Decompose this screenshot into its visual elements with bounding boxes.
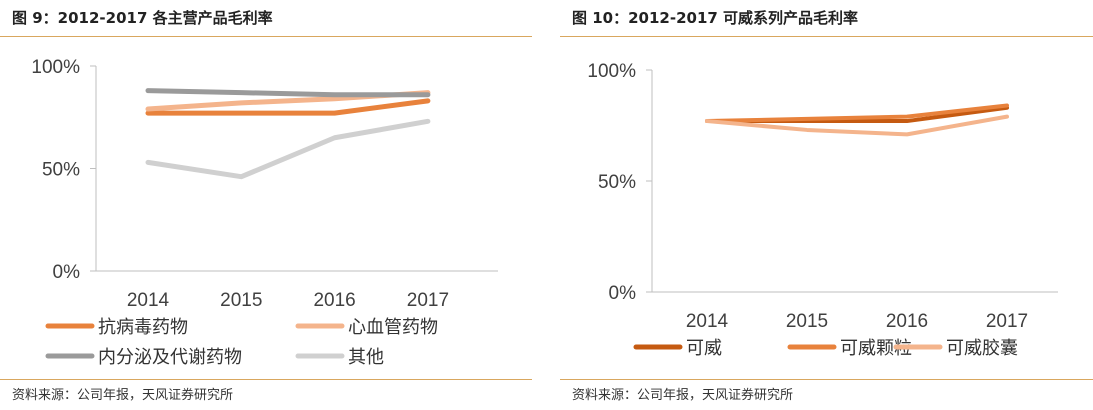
legend-label: 可威胶囊 xyxy=(946,338,1018,358)
legend-label: 其他 xyxy=(348,347,384,367)
series-line xyxy=(145,98,431,116)
series-line xyxy=(145,88,431,98)
x-tick-label: 2017 xyxy=(407,290,449,311)
x-tick-label: 2015 xyxy=(786,311,828,332)
legend-label: 抗病毒药物 xyxy=(98,317,188,337)
source-divider xyxy=(560,379,1093,380)
x-tick-label: 2017 xyxy=(986,311,1028,332)
x-tick-label: 2016 xyxy=(886,311,928,332)
legend-label: 可威 xyxy=(686,338,722,358)
chart-panel-growth-margin-products: 图 9：2012-2017 各主营产品毛利率 0% 50% 100% 2014 2015… xyxy=(0,0,532,410)
chart-panel-kewei-series: 图 10：2012-2017 可威系列产品毛利率 0% 50% 100% 2014 20… xyxy=(560,0,1093,410)
x-tick-label: 2015 xyxy=(220,290,262,311)
line-chart-main-products: 0% 50% 100% 2014 2015 2016 2017 抗病毒药物 心血管药物内分泌及代… xyxy=(31,57,498,367)
y-tick-label: 100% xyxy=(587,61,636,82)
figure-title: 图 9：2012-2017 各主营产品毛利率 xyxy=(12,9,273,27)
series-line xyxy=(145,118,431,180)
x-tick-label: 2014 xyxy=(127,290,170,311)
title-divider xyxy=(560,36,1093,37)
y-tick-label: 0% xyxy=(609,283,637,304)
legend-label: 心血管药物 xyxy=(348,317,438,337)
legend-label: 内分泌及代谢药物 xyxy=(98,347,242,367)
y-tick-label: 100% xyxy=(31,57,80,78)
x-tick-label: 2016 xyxy=(313,290,355,311)
source-note: 资料来源：公司年报，天风证券研究所 xyxy=(572,388,794,403)
y-tick-label: 50% xyxy=(42,160,80,181)
series-line xyxy=(705,114,1009,137)
y-tick-label: 0% xyxy=(53,262,81,283)
source-note: 资料来源：公司年报，天风证券研究所 xyxy=(12,388,234,403)
x-tick-label: 2014 xyxy=(686,311,729,332)
series-line xyxy=(705,103,1009,124)
line-chart-kewei-series: 0% 50% 100% 2014 2015 2016 2017 可威 可威颗粒 可威胶囊 xyxy=(587,61,1058,358)
source-divider xyxy=(0,379,532,380)
title-divider xyxy=(0,36,532,37)
y-tick-label: 50% xyxy=(598,172,636,193)
figure-title: 图 10：2012-2017 可威系列产品毛利率 xyxy=(572,9,859,27)
legend-label: 可威颗粒 xyxy=(840,338,912,358)
